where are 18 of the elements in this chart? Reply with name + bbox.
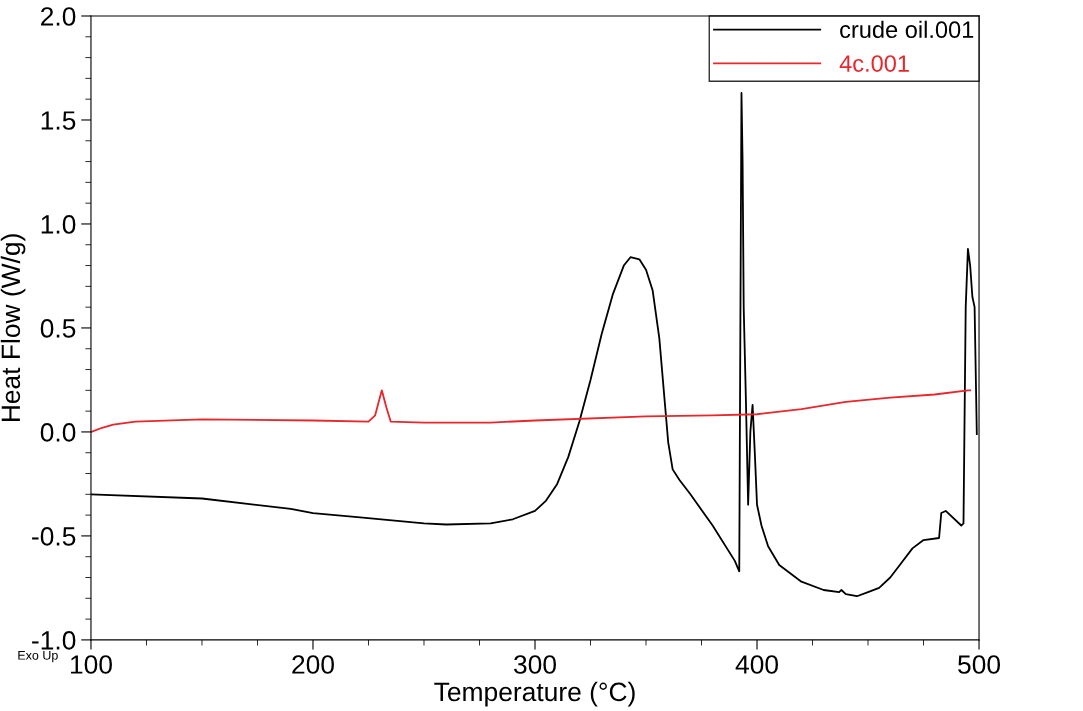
y-tick-label: 1.5	[41, 111, 76, 130]
y-tick-label: -1.0	[32, 631, 76, 650]
y-tick-label: -0.5	[32, 527, 76, 546]
x-tick-label: 200	[292, 655, 334, 674]
y-tick-label: 0.5	[40, 319, 76, 338]
legend-label: crude oil.001	[840, 20, 974, 39]
y-tick-label: 2.0	[41, 7, 76, 26]
y-axis-title: Heat Flow (W/g)	[0, 234, 26, 422]
legend-label: 4c.001	[839, 55, 909, 72]
y-tick-label: 0.0	[40, 423, 76, 442]
x-tick-label: 400	[735, 655, 778, 674]
x-axis-title: Temperature (°C)	[434, 681, 635, 707]
x-tick-label: 300	[514, 655, 556, 674]
x-tick-label: 500	[958, 655, 1001, 674]
x-tick-label: 100	[70, 655, 112, 674]
text: Exo Up	[18, 651, 58, 663]
y-tick-label: 1.0	[41, 215, 76, 234]
line-series	[90, 389, 972, 433]
